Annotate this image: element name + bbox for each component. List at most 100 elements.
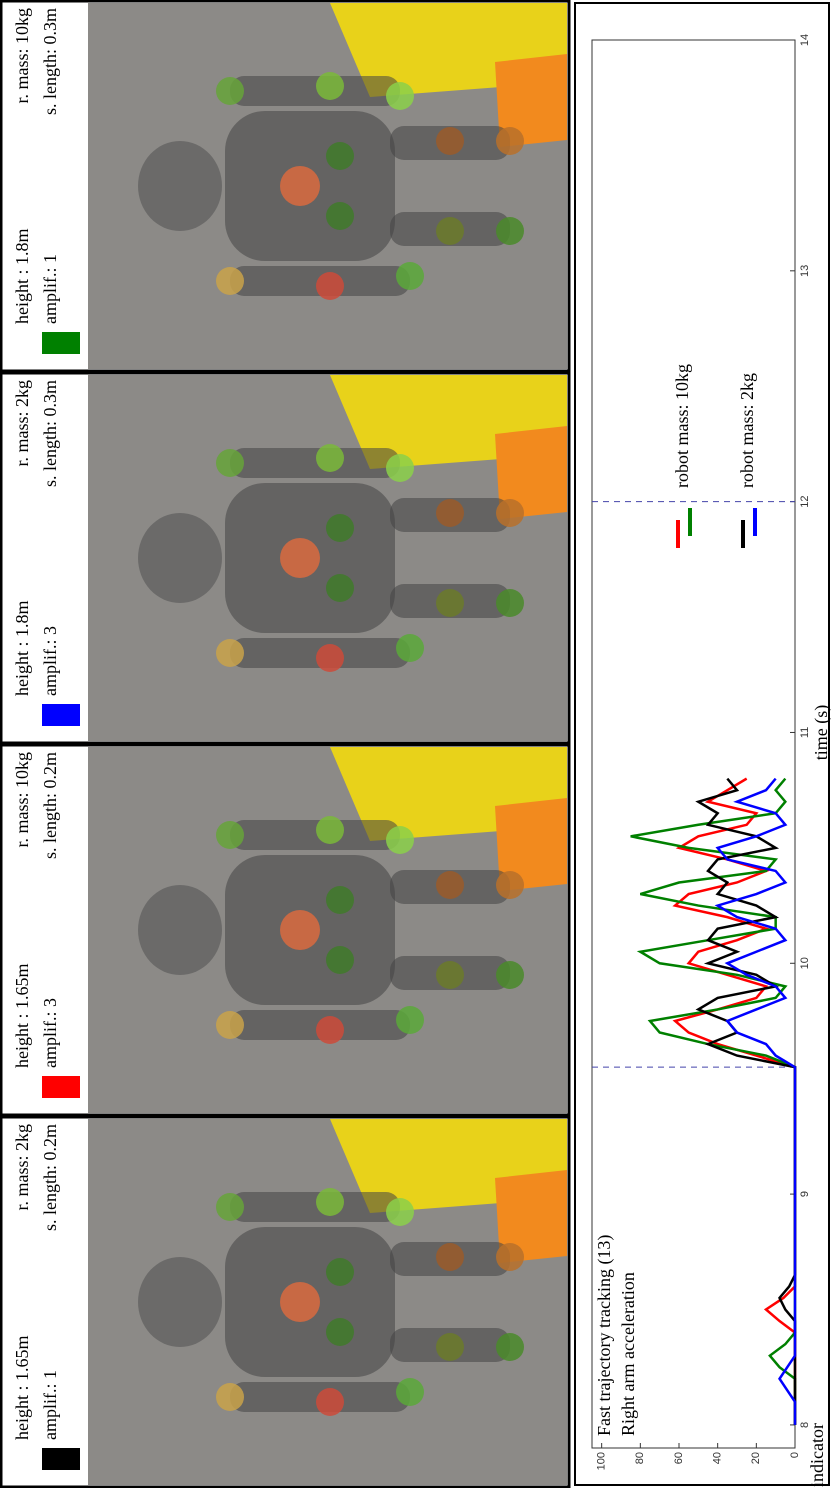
x-tick-label: 8 (799, 1422, 811, 1428)
length-label: s. length: 0.2m (40, 1124, 60, 1231)
x-tick-label: 12 (799, 496, 811, 508)
series-line (714, 777, 797, 1425)
x-tick-label: 14 (799, 34, 811, 46)
mass-label: r. mass: 10kg (12, 752, 32, 848)
right-arm (230, 76, 400, 106)
color-swatch (42, 332, 80, 354)
panel-border (0, 1115, 571, 1488)
panel-border (0, 743, 571, 1117)
panel-border (0, 0, 571, 373)
length-label: s. length: 0.3m (40, 380, 60, 487)
amplif-label: amplif.: 3 (40, 998, 60, 1068)
joint-marker (216, 1011, 244, 1039)
height-label: height : 1.65m (12, 964, 32, 1069)
joint-marker (496, 871, 524, 899)
joint-marker (280, 910, 320, 950)
y-axis-label: indicator (807, 1423, 827, 1487)
height-label: height : 1.8m (12, 229, 32, 325)
x-axis-label: time (s) (811, 705, 832, 761)
right-arm (230, 820, 400, 850)
joint-marker (216, 821, 244, 849)
joint-marker (436, 217, 464, 245)
joint-marker (216, 449, 244, 477)
right-arm (230, 448, 400, 478)
joint-marker (280, 166, 320, 206)
joint-marker (496, 499, 524, 527)
y-tick-label: 60 (673, 1452, 685, 1464)
orange-box (495, 1170, 567, 1263)
x-tick-label: 11 (799, 727, 811, 738)
joint-marker (316, 1016, 344, 1044)
joint-marker (396, 634, 424, 662)
joint-marker (316, 444, 344, 472)
color-swatch (42, 704, 80, 726)
head (138, 513, 222, 603)
plot-frame (591, 39, 796, 1449)
orange-box (495, 54, 567, 147)
scene (88, 1119, 567, 1485)
joint-marker (216, 1193, 244, 1221)
scene (88, 3, 567, 369)
scene (88, 375, 567, 741)
joint-marker (496, 1243, 524, 1271)
joint-marker (436, 1333, 464, 1361)
annotation: Right arm acceleration (618, 1272, 638, 1436)
head (138, 885, 222, 975)
legend-label: robot mass: 10kg (672, 364, 692, 488)
joint-marker (496, 217, 524, 245)
chart-border (574, 2, 830, 1486)
right-arm (230, 1192, 400, 1222)
joint-marker (436, 871, 464, 899)
y-tick-label: 0 (789, 1452, 801, 1458)
color-swatch (42, 1448, 80, 1470)
joint-marker (436, 1243, 464, 1271)
joint-marker (496, 1333, 524, 1361)
joint-marker (316, 644, 344, 672)
joint-marker (316, 272, 344, 300)
joint-marker (280, 538, 320, 578)
y-tick-label: 80 (634, 1452, 646, 1464)
color-swatch (42, 1076, 80, 1098)
joint-marker (216, 267, 244, 295)
joint-marker (386, 454, 414, 482)
joint-marker (326, 946, 354, 974)
mass-label: r. mass: 2kg (12, 380, 32, 467)
joint-marker (326, 574, 354, 602)
head (138, 141, 222, 231)
height-label: height : 1.65m (12, 1336, 32, 1441)
amplif-label: amplif.: 1 (40, 1370, 60, 1440)
joint-marker (216, 1383, 244, 1411)
x-tick-label: 10 (799, 957, 811, 969)
joint-marker (326, 1318, 354, 1346)
joint-marker (496, 961, 524, 989)
joint-marker (436, 589, 464, 617)
joint-marker (386, 826, 414, 854)
joint-marker (316, 816, 344, 844)
joint-marker (316, 1188, 344, 1216)
amplif-label: amplif.: 1 (40, 254, 60, 324)
mass-label: r. mass: 2kg (12, 1124, 32, 1211)
y-tick-label: 100 (596, 1452, 608, 1470)
joint-marker (326, 202, 354, 230)
joint-marker (326, 142, 354, 170)
y-tick-label: 40 (712, 1452, 724, 1464)
joint-marker (436, 127, 464, 155)
annotation: Fast trajectory tracking (13) (594, 1235, 615, 1436)
joint-marker (396, 1378, 424, 1406)
x-tick-label: 13 (799, 265, 811, 277)
joint-marker (396, 1006, 424, 1034)
scene (88, 747, 567, 1113)
joint-marker (326, 886, 354, 914)
joint-marker (216, 639, 244, 667)
y-tick-label: 20 (750, 1452, 762, 1464)
joint-marker (396, 262, 424, 290)
joint-marker (436, 499, 464, 527)
height-label: height : 1.8m (12, 601, 32, 697)
orange-box (495, 798, 567, 891)
joint-marker (280, 1282, 320, 1322)
mass-label: r. mass: 10kg (12, 8, 32, 104)
joint-marker (216, 77, 244, 105)
